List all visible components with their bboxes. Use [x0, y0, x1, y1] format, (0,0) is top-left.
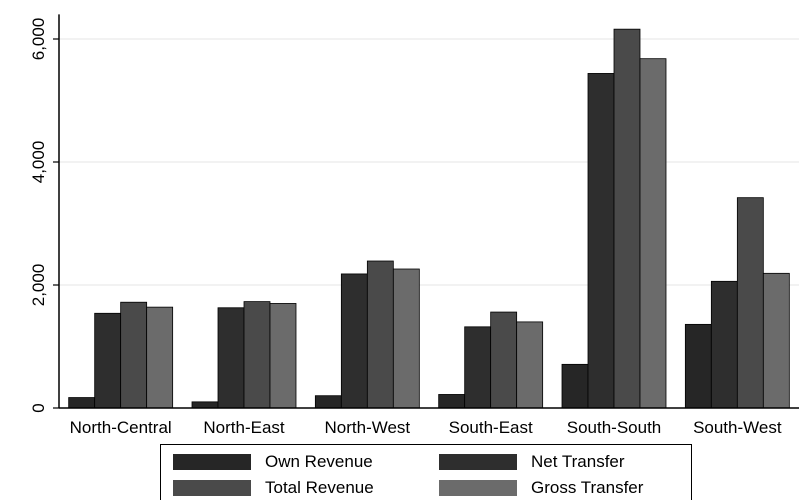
bar	[217, 307, 245, 409]
legend-item-net-transfer: Net Transfer	[439, 452, 625, 472]
bars	[68, 28, 790, 409]
legend-item-total-revenue: Total Revenue	[173, 478, 374, 498]
bar	[516, 321, 544, 409]
bar	[68, 397, 96, 409]
bar	[561, 363, 589, 409]
y-tick-label: 6,000	[29, 18, 48, 61]
legend-label-gross-transfer: Gross Transfer	[531, 478, 644, 497]
legend-label-total-revenue: Total Revenue	[265, 478, 374, 497]
bar	[710, 280, 738, 409]
bar	[340, 273, 368, 409]
y-tick-label: 4,000	[29, 141, 48, 184]
bar	[762, 272, 790, 409]
bar-chart: North-Central North-East North-West South-E…	[29, 14, 799, 437]
x-tick-label: South-West	[693, 418, 782, 437]
bar	[120, 301, 148, 409]
legend-item-gross-transfer: Gross Transfer	[439, 478, 643, 498]
legend-swatch-total-revenue	[173, 480, 251, 496]
bar	[438, 394, 466, 409]
x-tick-label: South-East	[449, 418, 533, 437]
bar	[243, 301, 271, 409]
x-tick-label: North-East	[203, 418, 285, 437]
legend-swatch-own-revenue	[173, 454, 251, 470]
legend-label-own-revenue: Own Revenue	[265, 452, 373, 471]
x-tick-label: North-West	[325, 418, 411, 437]
bar	[146, 306, 174, 409]
bar	[392, 268, 420, 409]
bar	[94, 312, 122, 409]
axes: North-Central North-East North-West South-E…	[29, 14, 799, 437]
bar	[613, 28, 641, 409]
bar	[639, 58, 667, 409]
bar	[269, 303, 297, 409]
legend-item-own-revenue: Own Revenue	[173, 452, 373, 472]
x-tick-label: North-Central	[70, 418, 172, 437]
x-tick-label: South-South	[567, 418, 662, 437]
bar	[464, 326, 492, 409]
bar	[366, 260, 394, 409]
y-tick-label: 2,000	[29, 264, 48, 307]
bar	[684, 323, 712, 409]
legend: Own Revenue Net Transfer Total Revenue G…	[160, 444, 692, 500]
bar	[314, 395, 342, 409]
y-tick-label: 0	[29, 403, 48, 412]
bar	[191, 401, 219, 409]
bar	[587, 73, 615, 409]
bar	[736, 197, 764, 409]
bar	[490, 311, 518, 409]
gridlines	[59, 38, 799, 286]
legend-label-net-transfer: Net Transfer	[531, 452, 625, 471]
legend-swatch-gross-transfer	[439, 480, 517, 496]
legend-swatch-net-transfer	[439, 454, 517, 470]
